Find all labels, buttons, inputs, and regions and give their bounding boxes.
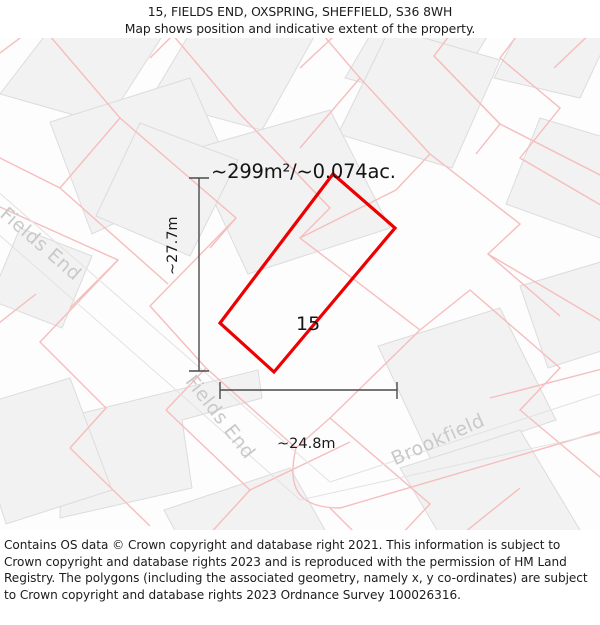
building-footprints xyxy=(0,38,600,530)
road-casings xyxy=(0,192,600,501)
building-footprint xyxy=(377,307,557,463)
building-footprint xyxy=(59,369,263,519)
building-footprint xyxy=(189,109,391,275)
building-footprint xyxy=(0,377,113,525)
map-canvas[interactable]: Fields End Fields End Brookfield ~299m²/… xyxy=(0,38,600,530)
building-footprint xyxy=(505,117,600,239)
map-vector-layer xyxy=(0,38,600,530)
page-title: 15, FIELDS END, OXSPRING, SHEFFIELD, S36… xyxy=(147,4,453,19)
building-footprint xyxy=(493,38,600,99)
page-subtitle: Map shows position and indicative extent… xyxy=(124,21,476,36)
property-boundary-polygon[interactable] xyxy=(217,171,398,375)
dimension-lines xyxy=(189,177,398,399)
building-footprint xyxy=(399,429,581,530)
plot-number-label: 15 xyxy=(296,313,321,335)
parcel-boundary-lines xyxy=(0,38,600,530)
copyright-text: Contains OS data © Crown copyright and d… xyxy=(4,538,588,602)
building-footprint xyxy=(163,467,326,530)
building-footprint xyxy=(0,227,93,329)
area-measurement-label: ~299m²/~0.074ac. xyxy=(211,160,396,183)
building-footprint xyxy=(337,38,501,169)
building-footprint xyxy=(95,122,239,257)
page-header: 15, FIELDS END, OXSPRING, SHEFFIELD, S36… xyxy=(0,0,600,38)
horizontal-dimension-label: ~24.8m xyxy=(277,436,336,452)
copyright-footer: Contains OS data © Crown copyright and d… xyxy=(0,530,600,625)
vertical-dimension-label: ~27.7m xyxy=(165,216,181,275)
